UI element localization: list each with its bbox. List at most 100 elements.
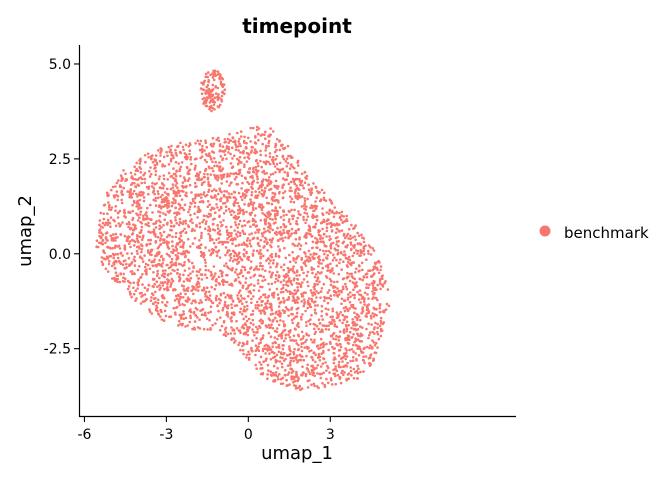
data-point	[354, 271, 357, 274]
data-point	[173, 311, 177, 315]
data-point	[318, 262, 321, 265]
data-point	[333, 247, 337, 250]
data-point	[276, 226, 279, 230]
data-point	[208, 234, 212, 238]
data-point	[142, 234, 145, 238]
data-point	[260, 185, 263, 189]
data-point	[163, 303, 167, 307]
data-point	[240, 243, 243, 246]
data-point	[208, 152, 211, 155]
data-point	[176, 211, 180, 214]
data-point	[379, 268, 382, 272]
data-point	[151, 264, 155, 268]
data-point	[346, 361, 349, 365]
data-point	[244, 315, 248, 318]
data-point	[316, 270, 320, 274]
data-point	[169, 315, 173, 319]
data-point	[269, 212, 272, 216]
data-point	[137, 207, 140, 211]
data-point	[212, 188, 216, 191]
data-point	[174, 160, 178, 164]
data-point	[336, 295, 340, 298]
data-point	[288, 218, 291, 221]
data-point	[352, 261, 356, 264]
data-point	[302, 371, 305, 374]
data-point	[179, 151, 183, 155]
data-point	[250, 211, 253, 214]
data-point	[356, 242, 360, 246]
data-point	[282, 344, 285, 347]
data-point	[338, 319, 342, 322]
data-point	[279, 356, 282, 359]
data-point	[275, 287, 279, 291]
data-point	[286, 266, 290, 270]
data-point	[194, 313, 198, 317]
data-point	[327, 296, 331, 300]
data-point	[179, 231, 183, 234]
data-point	[341, 221, 345, 224]
data-point	[150, 292, 154, 295]
data-point	[170, 204, 174, 208]
data-point	[173, 269, 176, 273]
data-point	[212, 78, 216, 82]
data-point	[355, 359, 358, 362]
data-point	[197, 277, 201, 280]
data-point	[315, 252, 318, 256]
data-point	[275, 277, 278, 281]
data-point	[151, 277, 155, 281]
data-point	[193, 299, 197, 302]
data-point	[220, 272, 223, 276]
data-point	[259, 274, 263, 278]
data-point	[197, 270, 201, 274]
data-point	[342, 352, 346, 355]
data-point	[139, 160, 142, 163]
data-point	[236, 230, 240, 234]
data-point	[367, 309, 370, 312]
data-point	[317, 265, 320, 268]
data-point	[222, 283, 225, 287]
data-point	[257, 187, 260, 190]
data-point	[124, 216, 127, 219]
data-point	[371, 297, 374, 301]
data-point	[335, 258, 338, 262]
data-point	[346, 232, 350, 236]
data-point	[158, 284, 161, 287]
data-point	[163, 164, 167, 168]
data-point	[170, 257, 174, 261]
data-point	[195, 225, 198, 228]
data-point	[308, 379, 311, 382]
data-point	[249, 126, 252, 130]
data-point	[200, 251, 203, 254]
data-point	[297, 210, 300, 213]
data-point	[185, 191, 188, 195]
data-point	[156, 301, 160, 305]
data-point	[356, 290, 359, 294]
data-point	[175, 181, 179, 185]
y-tick-label: 0.0	[49, 247, 71, 263]
data-point	[143, 254, 146, 257]
data-point	[114, 209, 117, 212]
data-point	[353, 293, 357, 297]
data-point	[296, 164, 300, 167]
data-point	[361, 268, 364, 272]
data-point	[136, 195, 139, 198]
data-point	[247, 350, 250, 354]
data-point	[210, 196, 214, 199]
data-point	[243, 268, 247, 272]
data-point	[254, 194, 258, 197]
data-point	[220, 224, 223, 228]
data-point	[128, 193, 132, 196]
data-point	[282, 223, 286, 227]
data-point	[366, 293, 369, 296]
data-point	[177, 320, 181, 323]
data-point	[217, 93, 220, 96]
data-point	[234, 271, 237, 274]
data-point	[329, 315, 333, 319]
data-point	[167, 279, 171, 282]
data-point	[268, 305, 272, 309]
data-point	[172, 306, 175, 310]
data-point	[180, 198, 184, 201]
data-point	[332, 223, 336, 226]
data-point	[203, 175, 206, 179]
data-point	[285, 280, 288, 284]
